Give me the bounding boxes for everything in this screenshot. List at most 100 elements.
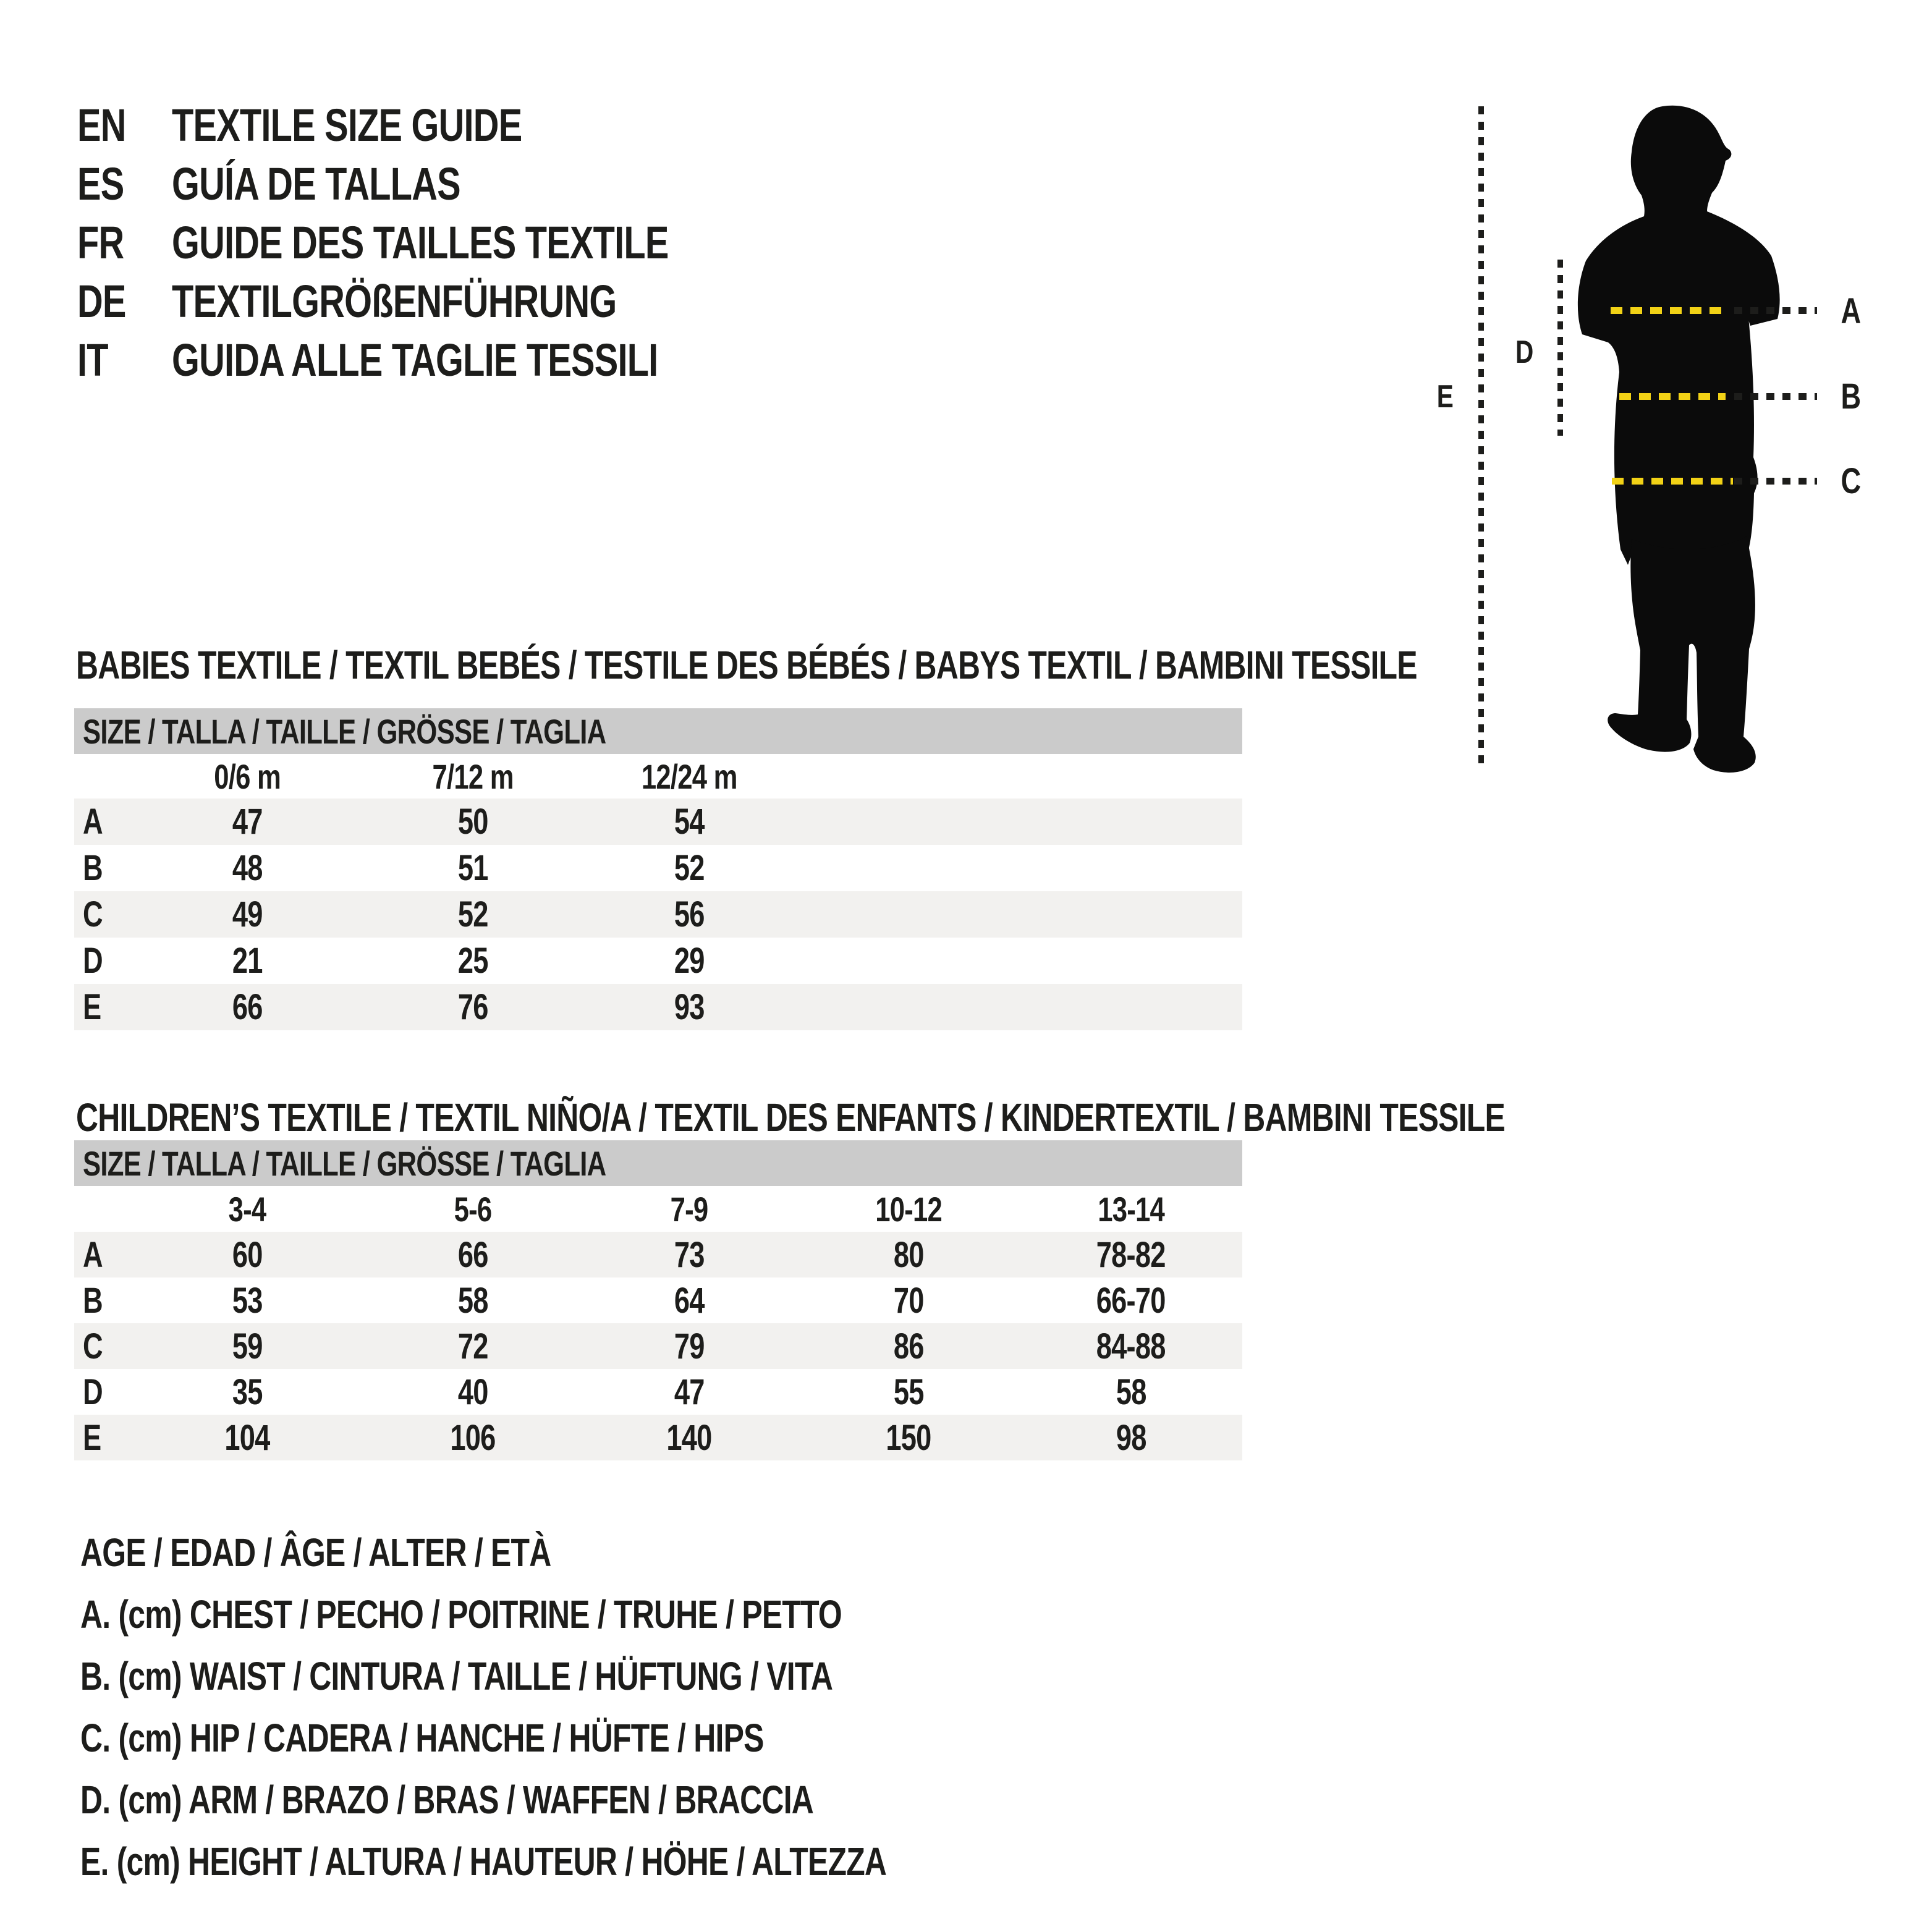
- babies-section-heading: BABIES TEXTILE / TEXTIL BEBÉS / TESTILE …: [76, 645, 1795, 685]
- table-row: C 59 72 79 86 84-88: [74, 1323, 1242, 1369]
- hip-leader-line: [1734, 478, 1817, 485]
- children-heading-text: CHILDREN’S TEXTILE / TEXTIL NIÑO/A / TEX…: [76, 1095, 1506, 1140]
- child-silhouette-icon: [1577, 105, 1780, 773]
- arm-label: D: [1501, 329, 1548, 376]
- language-row-it: IT GUIDA ALLE TAGLIE TESSILI: [77, 331, 808, 389]
- language-code: EN: [77, 100, 126, 151]
- cell-value: 52: [674, 848, 705, 888]
- language-code: ES: [77, 158, 124, 210]
- legend-line-age: AGE / EDAD / ÂGE / ALTER / ETÀ: [80, 1522, 1114, 1583]
- waist-label-text: B: [1841, 376, 1861, 417]
- language-row-de: DE TEXTILGRÖßENFÜHRUNG: [77, 272, 808, 331]
- legend-text: A. (cm) CHEST / PECHO / POITRINE / TRUHE…: [80, 1592, 842, 1637]
- cell-value: 29: [674, 941, 705, 981]
- size-header-text: SIZE / TALLA / TAILLE / GRÖSSE / TAGLIA: [83, 1143, 606, 1183]
- table-row: E 104 106 140 150 98: [74, 1415, 1242, 1460]
- children-size-table: SIZE / TALLA / TAILLE / GRÖSSE / TAGLIA …: [74, 1140, 1242, 1460]
- chest-leader-line: [1734, 307, 1817, 314]
- cell-value: 25: [457, 941, 489, 981]
- cell-value: 35: [232, 1371, 263, 1412]
- children-section-heading: CHILDREN’S TEXTILE / TEXTIL NIÑO/A / TEX…: [76, 1098, 1908, 1137]
- language-code: FR: [77, 217, 124, 268]
- legend-line-height: E. (cm) HEIGHT / ALTURA / HAUTEUR / HÖHE…: [80, 1831, 1114, 1892]
- arm-label-text: D: [1515, 334, 1533, 370]
- row-label: B: [83, 848, 103, 888]
- language-row-es: ES GUÍA DE TALLAS: [77, 155, 808, 213]
- row-label: A: [83, 802, 103, 842]
- cell-value: 140: [666, 1417, 712, 1458]
- cell-value: 98: [1116, 1417, 1147, 1458]
- height-label: E: [1421, 373, 1468, 420]
- legend-text: AGE / EDAD / ÂGE / ALTER / ETÀ: [80, 1530, 551, 1575]
- row-label: A: [83, 1234, 103, 1275]
- guide-title-fr: GUIDE DES TAILLES TEXTILE: [172, 217, 669, 268]
- col-header: 12/24 m: [641, 756, 738, 796]
- table-row: E 66 76 93: [74, 984, 1242, 1030]
- cell-value: 64: [674, 1280, 705, 1321]
- height-line: [1478, 106, 1484, 766]
- col-header: 5-6: [454, 1189, 493, 1229]
- guide-title-es: GUÍA DE TALLAS: [172, 158, 461, 210]
- cell-value: 48: [232, 848, 263, 888]
- cell-value: 56: [674, 894, 705, 934]
- waist-label: B: [1827, 373, 1874, 420]
- guide-title-en: TEXTILE SIZE GUIDE: [172, 100, 522, 151]
- language-row-fr: FR GUIDE DES TAILLES TEXTILE: [77, 213, 808, 272]
- language-list: EN TEXTILE SIZE GUIDE ES GUÍA DE TALLAS …: [77, 96, 808, 389]
- cell-value: 21: [232, 941, 263, 981]
- legend-text: E. (cm) HEIGHT / ALTURA / HAUTEUR / HÖHE…: [80, 1839, 887, 1884]
- language-row-en: EN TEXTILE SIZE GUIDE: [77, 96, 808, 155]
- cell-value: 150: [886, 1417, 931, 1458]
- table-row: B 53 58 64 70 66-70: [74, 1277, 1242, 1323]
- hip-label: C: [1827, 457, 1874, 504]
- hip-label-text: C: [1841, 460, 1861, 501]
- chest-label: A: [1827, 287, 1874, 334]
- cell-value: 47: [674, 1371, 705, 1412]
- row-label: D: [83, 941, 103, 981]
- legend-text: C. (cm) HIP / CADERA / HANCHE / HÜFTE / …: [80, 1716, 764, 1760]
- measurement-legend: AGE / EDAD / ÂGE / ALTER / ETÀ A. (cm) C…: [80, 1522, 1114, 1892]
- language-code: IT: [77, 334, 109, 386]
- col-header: 3-4: [228, 1189, 267, 1229]
- size-header-bar: SIZE / TALLA / TAILLE / GRÖSSE / TAGLIA: [74, 1140, 1242, 1186]
- cell-value: 66-70: [1096, 1280, 1166, 1321]
- row-label: E: [83, 987, 101, 1027]
- guide-title-it: GUIDA ALLE TAGLIE TESSILI: [172, 334, 658, 386]
- col-header: 7-9: [670, 1189, 709, 1229]
- waist-leader-line: [1734, 393, 1817, 400]
- table-row: A 60 66 73 80 78-82: [74, 1232, 1242, 1277]
- cell-value: 80: [893, 1234, 925, 1275]
- col-header: 7/12 m: [432, 756, 514, 796]
- size-header-bar: SIZE / TALLA / TAILLE / GRÖSSE / TAGLIA: [74, 708, 1242, 754]
- legend-text: D. (cm) ARM / BRAZO / BRAS / WAFFEN / BR…: [80, 1777, 814, 1822]
- cell-value: 59: [232, 1326, 263, 1366]
- table-row: D 35 40 47 55 58: [74, 1369, 1242, 1415]
- col-header: 10-12: [875, 1189, 943, 1229]
- cell-value: 72: [457, 1326, 489, 1366]
- cell-value: 40: [457, 1371, 489, 1412]
- cell-value: 106: [450, 1417, 496, 1458]
- height-label-text: E: [1436, 379, 1454, 415]
- hip-measure-line: [1612, 478, 1733, 485]
- chest-label-text: A: [1841, 290, 1861, 331]
- table-row: D 21 25 29: [74, 938, 1242, 984]
- cell-value: 86: [893, 1326, 925, 1366]
- cell-value: 73: [674, 1234, 705, 1275]
- table-row: B 48 51 52: [74, 845, 1242, 891]
- cell-value: 51: [457, 848, 489, 888]
- cell-value: 76: [457, 987, 489, 1027]
- guide-title-de: TEXTILGRÖßENFÜHRUNG: [172, 276, 617, 327]
- table-row: C 49 52 56: [74, 891, 1242, 938]
- cell-value: 93: [674, 987, 705, 1027]
- cell-value: 49: [232, 894, 263, 934]
- cell-value: 55: [893, 1371, 925, 1412]
- legend-line-arm: D. (cm) ARM / BRAZO / BRAS / WAFFEN / BR…: [80, 1769, 1114, 1831]
- babies-heading-text: BABIES TEXTILE / TEXTIL BEBÉS / TESTILE …: [76, 643, 1418, 687]
- size-header-text: SIZE / TALLA / TAILLE / GRÖSSE / TAGLIA: [83, 711, 606, 751]
- legend-line-hip: C. (cm) HIP / CADERA / HANCHE / HÜFTE / …: [80, 1707, 1114, 1769]
- legend-line-waist: B. (cm) WAIST / CINTURA / TAILLE / HÜFTU…: [80, 1645, 1114, 1707]
- arm-line: [1557, 260, 1563, 436]
- cell-value: 53: [232, 1280, 263, 1321]
- cell-value: 84-88: [1096, 1326, 1166, 1366]
